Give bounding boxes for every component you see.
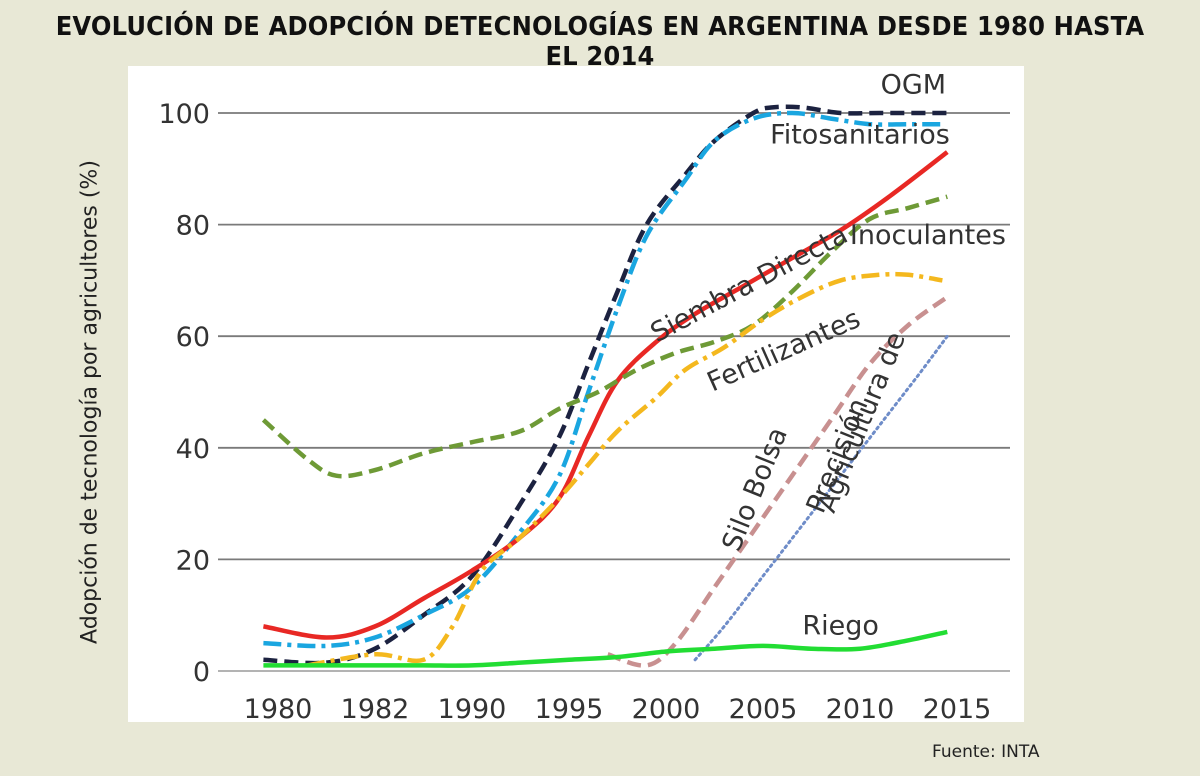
series-annotation: Riego (802, 611, 879, 642)
series-line-agricultura-de-precision (693, 334, 949, 662)
x-tick-label: 2010 (826, 694, 895, 722)
line-chart: 0 20 40 60 80 100 1980 1982 1990 1995 2000 2005 2010… (158, 69, 1010, 725)
y-tick-label: 80 (176, 211, 210, 242)
source-note: Fuente: INTA (932, 742, 1040, 762)
chart-area: 0 20 40 60 80 100 1980 1982 1990 1995 2000 2005 2010… (128, 66, 1024, 725)
series-annotation: Fitosanitarios (770, 120, 950, 151)
series-annotation: OGM (881, 69, 946, 100)
x-tick-label: 1982 (341, 694, 410, 722)
x-tick-label: 2005 (729, 694, 798, 722)
x-tick-label: 2015 (923, 694, 992, 722)
series-line-siembra-directa (262, 150, 949, 640)
y-axis-label: Adopción de tecnología por agricultores … (77, 160, 103, 644)
page-title: EVOLUCIÓN DE ADOPCIÓN DETECNOLOGÍAS EN A… (55, 12, 1145, 72)
x-tick-label: 2000 (632, 694, 701, 722)
series-line-ogm (263, 104, 948, 666)
series-line-inoculantes (261, 194, 948, 479)
series-line-fertilizantes (306, 271, 943, 668)
series-line-riego (263, 629, 948, 668)
x-tick-label: 1980 (244, 694, 313, 722)
y-tick-label: 60 (176, 322, 210, 353)
series-line-fitosanitarios (263, 110, 943, 649)
x-tick-label: 1990 (438, 694, 507, 722)
y-tick-label: 0 (193, 657, 210, 688)
series-annotation: Inoculantes (850, 220, 1006, 251)
series-annotation: Fertilizantes (703, 303, 865, 398)
x-tick-label: 1995 (535, 694, 604, 722)
y-tick-label: 40 (176, 434, 210, 465)
y-tick-label: 20 (176, 545, 210, 576)
y-tick-label: 100 (158, 99, 210, 130)
